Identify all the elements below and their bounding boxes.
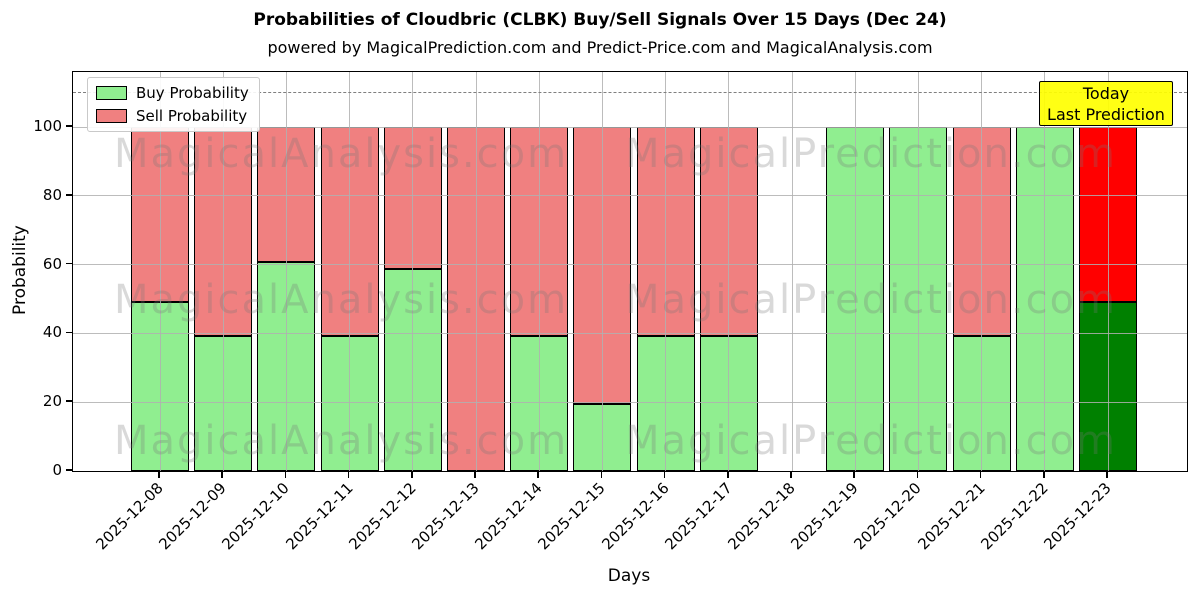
h-gridline bbox=[73, 264, 1187, 266]
x-tick-mark bbox=[853, 471, 855, 478]
v-gridline bbox=[854, 72, 856, 471]
y-tick-mark bbox=[66, 194, 72, 196]
sell-swatch-icon bbox=[96, 109, 127, 123]
y-tick-label: 100 bbox=[33, 117, 62, 135]
v-gridline bbox=[222, 72, 224, 471]
x-tick-mark bbox=[600, 471, 603, 478]
legend-item-buy: Buy Probability bbox=[96, 84, 249, 102]
x-tick-mark bbox=[1106, 471, 1108, 478]
watermark-text: MagicalPrediction.com bbox=[625, 131, 1117, 177]
chart-title: Probabilities of Cloudbric (CLBK) Buy/Se… bbox=[253, 10, 947, 30]
y-tick-mark bbox=[66, 262, 72, 265]
legend-item-sell: Sell Probability bbox=[96, 107, 249, 125]
h-gridline bbox=[73, 332, 1187, 334]
x-tick-mark bbox=[347, 471, 350, 478]
h-gridline bbox=[73, 401, 1187, 403]
v-gridline bbox=[538, 72, 540, 471]
v-gridline bbox=[981, 72, 983, 471]
v-gridline bbox=[412, 72, 414, 471]
x-tick-mark bbox=[284, 471, 287, 478]
x-tick-mark bbox=[1043, 471, 1045, 478]
x-tick-mark bbox=[663, 471, 666, 478]
v-gridline bbox=[665, 72, 667, 471]
x-tick-mark bbox=[790, 471, 792, 478]
today-annotation-line1: Today bbox=[1082, 83, 1130, 103]
v-gridline bbox=[791, 72, 793, 471]
y-tick-mark bbox=[66, 331, 72, 334]
today-annotation-line2: Last Prediction bbox=[1047, 104, 1165, 124]
legend: Buy Probability Sell Probability bbox=[87, 77, 260, 132]
x-tick-mark bbox=[916, 471, 919, 478]
v-gridline bbox=[601, 72, 603, 471]
y-tick-label: 80 bbox=[42, 185, 62, 204]
y-tick-label: 40 bbox=[42, 323, 62, 342]
x-tick-mark bbox=[727, 471, 729, 478]
v-gridline bbox=[285, 72, 287, 471]
legend-buy-label: Buy Probability bbox=[136, 84, 249, 102]
legend-sell-label: Sell Probability bbox=[136, 107, 248, 125]
v-gridline bbox=[1107, 72, 1109, 471]
y-tick-mark bbox=[66, 469, 72, 471]
watermark-text: MagicalPrediction.com bbox=[625, 277, 1117, 323]
buy-swatch-icon bbox=[96, 86, 127, 100]
watermark-text: MagicalAnalysis.com bbox=[113, 418, 569, 464]
threshold-dashed-line bbox=[73, 91, 1187, 93]
v-gridline bbox=[1044, 72, 1046, 471]
chart-subtitle: powered by MagicalPrediction.com and Pre… bbox=[267, 38, 933, 57]
y-tick-mark bbox=[66, 400, 72, 402]
y-tick-label: 0 bbox=[52, 461, 62, 479]
x-tick-mark bbox=[474, 471, 476, 478]
y-tick-label: 20 bbox=[42, 392, 62, 411]
x-tick-mark bbox=[158, 471, 160, 478]
today-annotation: Today Last Prediction bbox=[1039, 81, 1173, 126]
v-gridline bbox=[475, 72, 477, 471]
watermark-text: MagicalAnalysis.com bbox=[113, 277, 569, 323]
watermark-text: MagicalAnalysis.com bbox=[113, 131, 569, 177]
x-tick-mark bbox=[537, 471, 539, 478]
v-gridline bbox=[159, 72, 161, 471]
y-tick-mark bbox=[66, 125, 72, 127]
x-tick-mark bbox=[979, 471, 982, 478]
h-gridline bbox=[73, 195, 1187, 197]
y-tick-label: 60 bbox=[42, 254, 62, 273]
v-gridline bbox=[917, 72, 919, 471]
v-gridline bbox=[728, 72, 730, 471]
v-gridline bbox=[349, 72, 351, 471]
watermark-text: MagicalPrediction.com bbox=[625, 418, 1117, 464]
x-tick-mark bbox=[411, 471, 413, 478]
x-tick-mark bbox=[221, 471, 223, 478]
x-tick-label: 2025-12-08 bbox=[92, 479, 167, 554]
x-axis-title: Days bbox=[607, 566, 651, 586]
plot-area: MagicalAnalysis.com MagicalPrediction.com… bbox=[72, 71, 1188, 472]
h-gridline bbox=[73, 126, 1187, 128]
